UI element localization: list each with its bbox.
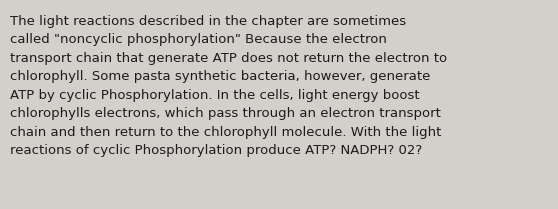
Text: The light reactions described in the chapter are sometimes
called "noncyclic pho: The light reactions described in the cha… (10, 15, 447, 157)
